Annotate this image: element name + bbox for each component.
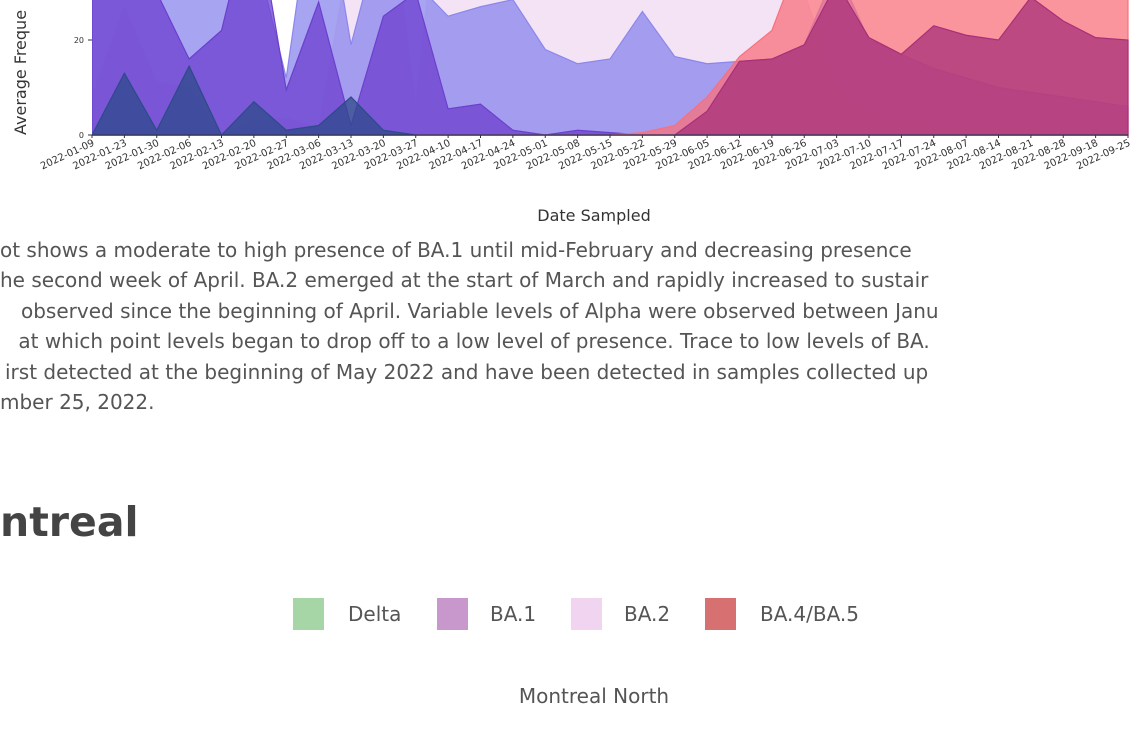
paragraph-line: ot shows a moderate to high presence of … [0, 238, 912, 262]
legend-label[interactable]: BA.2 [624, 602, 671, 626]
legend-swatch[interactable] [705, 598, 736, 630]
paragraph-line: he second week of April. BA.2 emerged at… [0, 268, 929, 293]
paragraph-line: observed since the beginning of April. V… [21, 298, 939, 323]
x-axis-label: Date Sampled [537, 206, 650, 225]
y-axis-label: Average Freque [11, 10, 30, 135]
legend-swatch[interactable] [437, 598, 468, 630]
chart: Date Sampled Average Freque 0202022-01-0… [11, 0, 1130, 225]
plot-area [92, 0, 1129, 136]
section-heading: ntreal [0, 498, 139, 546]
paragraph-line: mber 25, 2022. [0, 390, 155, 414]
legend-label[interactable]: BA.4/BA.5 [760, 602, 860, 626]
y-tick-label: 20 [74, 36, 84, 45]
chart-subtitle: Montreal North [518, 684, 670, 708]
paragraph-line: irst detected at the beginning of May 20… [5, 359, 929, 384]
y-tick-label: 0 [79, 131, 84, 140]
legend-swatch[interactable] [571, 598, 602, 630]
legend-swatch[interactable] [293, 598, 324, 630]
legend-label[interactable]: BA.1 [490, 602, 537, 626]
paragraph-line: at which point levels began to drop off … [12, 329, 930, 354]
legend-label[interactable]: Delta [348, 602, 402, 626]
legend: Delta BA.1 BA.2 BA.4/BA.5 [0, 598, 1130, 632]
